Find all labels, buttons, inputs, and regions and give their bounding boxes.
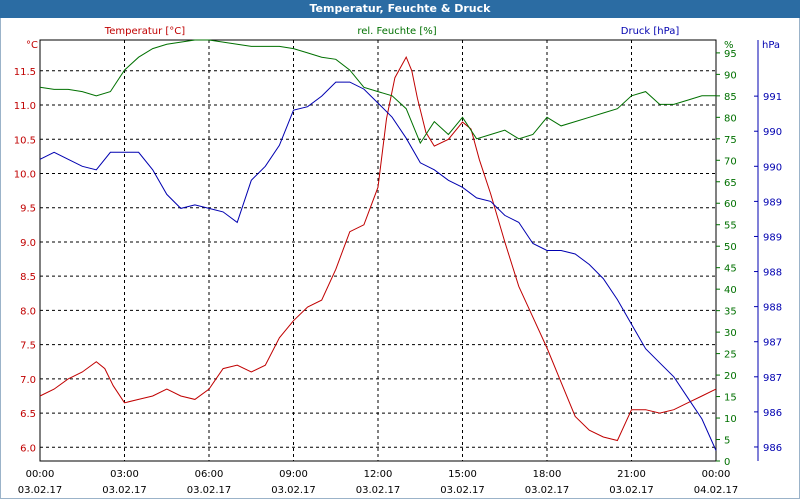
temperature-unit: °C (26, 40, 38, 51)
humidity-tick-label: 55 (724, 221, 737, 232)
x-tick-date: 03.02.17 (187, 485, 232, 496)
axes: 6.0 6.5 7.0 7.5 8.0 8.5 9.0 9.5 10.0 10.5 11.0 11.5… (14, 40, 782, 496)
x-tick-date: 03.02.17 (102, 485, 147, 496)
pressure-tick-label: 990 (763, 162, 782, 173)
humidity-tick-label: 50 (724, 242, 737, 253)
humidity-tick-label: 80 (724, 113, 737, 124)
temperature-series-line (39, 55, 717, 442)
humidity-tick-label: 20 (724, 371, 737, 382)
pressure-tick-label: 988 (763, 268, 782, 279)
x-tick-time: 00:00 (26, 469, 55, 480)
x-tick-date: 04.02.17 (694, 485, 739, 496)
x-tick-time: 12:00 (364, 469, 393, 480)
x-tick-time: 15:00 (448, 469, 477, 480)
x-tick-date: 03.02.17 (18, 485, 63, 496)
temperature-tick-label: 10.5 (14, 135, 36, 146)
humidity-tick-label: 5 (724, 436, 730, 447)
x-tick-date: 03.02.17 (271, 485, 316, 496)
humidity-tick-label: 45 (724, 264, 737, 275)
humidity-tick-label: 85 (724, 92, 737, 103)
humidity-tick-label: 15 (724, 393, 737, 404)
temperature-tick-label: 7.5 (20, 341, 36, 352)
temperature-tick-label: 11.5 (14, 67, 36, 78)
x-tick-time: 00:00 (702, 469, 731, 480)
x-tick-date: 03.02.17 (356, 485, 401, 496)
humidity-tick-label: 25 (724, 350, 737, 361)
series (39, 39, 717, 451)
temperature-tick-label: 10.0 (14, 169, 36, 180)
temperature-legend: Temperatur [°C] (104, 26, 185, 37)
temperature-tick-label: 9.5 (20, 204, 36, 215)
temperature-tick-label: 11.0 (14, 101, 36, 112)
pressure-tick-label: 986 (763, 408, 782, 419)
temperature-tick-label: 8.0 (20, 306, 36, 317)
x-tick-time: 03:00 (110, 469, 139, 480)
temperature-tick-label: 8.5 (20, 272, 36, 283)
pressure-tick-label: 991 (763, 92, 782, 103)
pressure-tick-label: 989 (763, 232, 782, 243)
pressure-tick-label: 986 (763, 443, 782, 454)
grid (39, 39, 717, 462)
humidity-tick-label: 35 (724, 307, 737, 318)
pressure-tick-label: 990 (763, 127, 782, 138)
x-tick-time: 06:00 (195, 469, 224, 480)
humidity-tick-label: 65 (724, 178, 737, 189)
humidity-tick-label: 95 (724, 49, 737, 60)
humidity-tick-label: 10 (724, 414, 737, 425)
x-tick-time: 18:00 (533, 469, 562, 480)
pressure-tick-label: 987 (763, 338, 782, 349)
x-tick-date: 03.02.17 (525, 485, 570, 496)
humidity-tick-label: 75 (724, 135, 737, 146)
pressure-tick-label: 987 (763, 373, 782, 384)
x-tick-date: 03.02.17 (609, 485, 654, 496)
pressure-legend: Druck [hPa] (621, 26, 680, 37)
x-tick-date: 03.02.17 (440, 485, 485, 496)
humidity-tick-label: 60 (724, 199, 737, 210)
pressure-unit: hPa (762, 40, 780, 51)
pressure-tick-label: 988 (763, 303, 782, 314)
humidity-tick-label: 70 (724, 156, 737, 167)
temperature-tick-label: 6.0 (20, 443, 36, 454)
humidity-tick-label: 40 (724, 285, 737, 296)
temperature-tick-label: 6.5 (20, 409, 36, 420)
humidity-tick-label: 30 (724, 328, 737, 339)
window-title: Temperatur, Feuchte & Druck (0, 0, 800, 18)
pressure-tick-label: 989 (763, 197, 782, 208)
humidity-tick-label: 0 (724, 457, 730, 468)
humidity-legend: rel. Feuchte [%] (357, 26, 436, 37)
pressure-series-line (39, 81, 717, 451)
humidity-series-line (39, 39, 716, 145)
humidity-unit: % (724, 40, 734, 51)
temperature-tick-label: 9.0 (20, 238, 36, 249)
x-tick-time: 21:00 (617, 469, 646, 480)
temperature-tick-label: 7.0 (20, 375, 36, 386)
x-tick-time: 09:00 (279, 469, 308, 480)
humidity-tick-label: 90 (724, 70, 737, 81)
